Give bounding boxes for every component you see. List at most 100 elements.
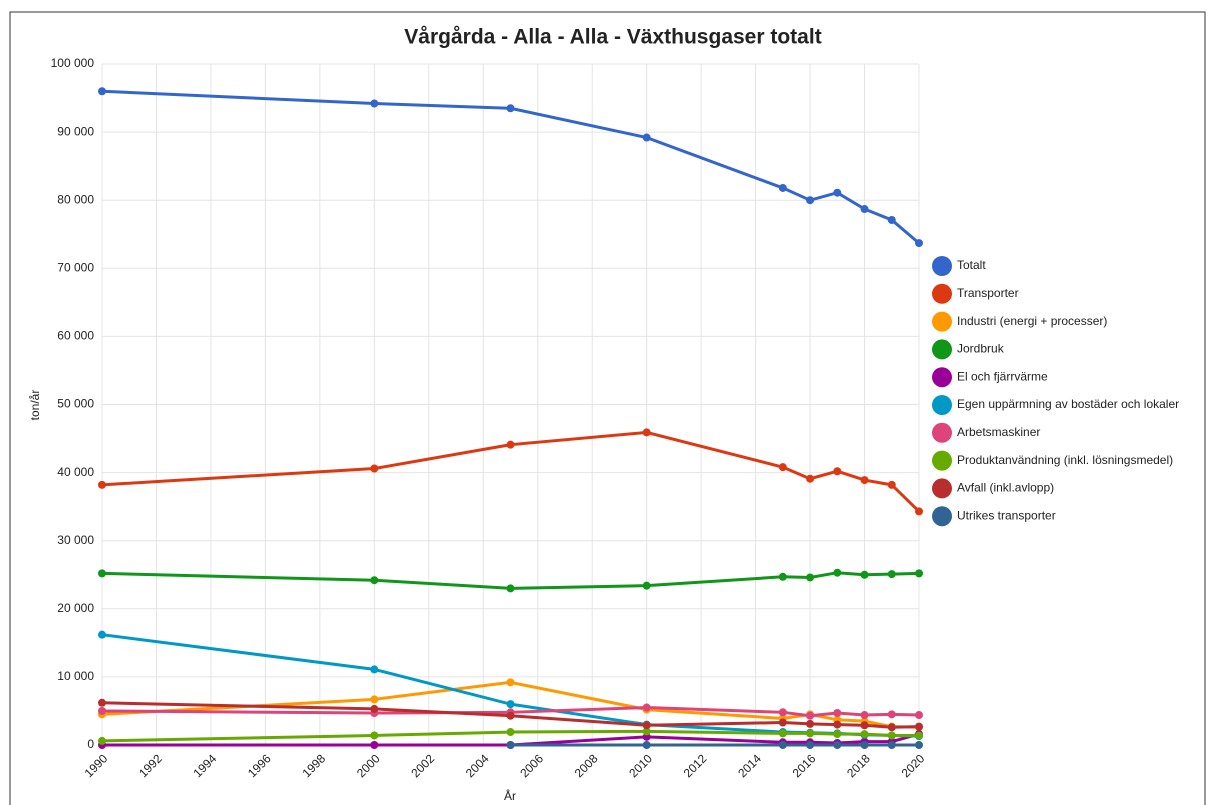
data-point xyxy=(860,570,869,579)
legend-label: Utrikes transporter xyxy=(957,508,1056,522)
data-point xyxy=(915,731,923,740)
x-tick-label: 2006 xyxy=(517,751,546,780)
series-line xyxy=(101,701,920,729)
x-tick-label: 2000 xyxy=(354,751,383,780)
legend-label: Jordbruk xyxy=(957,342,1005,356)
legend-label: Industri (energi + processer) xyxy=(957,314,1107,328)
data-point xyxy=(806,729,815,738)
frame xyxy=(9,11,1206,805)
data-point xyxy=(915,239,923,248)
legend-swatch xyxy=(932,339,952,360)
chart-title: Vårgårda - Alla - Alla - Växthusgaser to… xyxy=(404,26,821,49)
data-point xyxy=(887,723,896,732)
x-tick-label: 2008 xyxy=(572,751,601,780)
data-point xyxy=(98,706,106,715)
data-point xyxy=(506,584,515,593)
data-point xyxy=(778,729,787,738)
data-point xyxy=(860,711,869,720)
data-point xyxy=(98,630,106,639)
legend-swatch xyxy=(932,422,952,443)
data-point xyxy=(370,464,379,473)
data-point xyxy=(98,569,106,578)
data-point xyxy=(833,708,842,717)
y-tick-label: 100 000 xyxy=(51,56,95,70)
data-point xyxy=(370,704,379,713)
x-tick-label: 1994 xyxy=(191,751,220,780)
legend-swatch xyxy=(932,450,952,471)
data-point xyxy=(887,731,896,740)
data-point xyxy=(806,474,815,483)
legend-swatch xyxy=(932,283,952,304)
data-point xyxy=(860,476,869,485)
x-tick-label: 1990 xyxy=(82,751,111,780)
legend-swatch xyxy=(932,395,952,415)
data-point xyxy=(506,678,515,687)
data-point xyxy=(860,721,869,730)
data-point xyxy=(370,99,379,108)
data-point xyxy=(98,736,106,745)
x-axis-label: År xyxy=(504,788,516,803)
x-tick-label: 2016 xyxy=(790,751,819,780)
x-tick-label: 2014 xyxy=(735,751,764,780)
data-point xyxy=(833,720,842,729)
x-tick-label: 1992 xyxy=(136,751,165,780)
legend-swatch xyxy=(932,256,952,276)
data-point xyxy=(806,719,815,728)
data-point xyxy=(860,741,869,749)
x-tick-label: 2004 xyxy=(463,751,492,780)
data-point xyxy=(887,480,896,489)
x-tick-label: 2012 xyxy=(681,751,710,780)
data-point xyxy=(642,428,651,437)
data-point xyxy=(642,133,651,142)
data-point xyxy=(642,721,651,730)
legend-label: Egen uppärmning av bostäder och lokaler xyxy=(957,397,1179,411)
y-tick-label: 40 000 xyxy=(57,465,94,479)
data-point xyxy=(833,730,842,739)
series-line xyxy=(101,729,919,743)
data-point xyxy=(98,87,106,96)
x-tick-label: 1998 xyxy=(299,751,328,780)
legend-swatch xyxy=(932,506,952,527)
x-tick-label: 2010 xyxy=(626,751,655,780)
y-tick-label: 60 000 xyxy=(57,329,94,343)
y-tick-label: 50 000 xyxy=(57,397,94,411)
y-tick-label: 20 000 xyxy=(57,601,94,615)
legend-swatch xyxy=(932,311,952,332)
data-point xyxy=(887,710,896,719)
data-point xyxy=(778,463,787,472)
data-point xyxy=(806,741,815,749)
y-tick-label: 80 000 xyxy=(57,192,94,206)
data-point xyxy=(642,727,651,736)
data-point xyxy=(778,741,787,749)
legend-label: Avfall (inkl.avlopp) xyxy=(957,481,1054,495)
data-point xyxy=(370,576,379,585)
data-point xyxy=(778,572,787,581)
data-point xyxy=(833,741,842,749)
data-point xyxy=(915,507,923,516)
x-tick-label: 2020 xyxy=(899,751,928,780)
data-point xyxy=(778,708,787,717)
data-point xyxy=(833,467,842,476)
data-point xyxy=(506,700,515,709)
data-point xyxy=(506,440,515,449)
series-line xyxy=(102,732,920,747)
x-tick-label: 1996 xyxy=(245,751,274,780)
data-point xyxy=(915,569,923,578)
data-point xyxy=(833,188,842,197)
data-point xyxy=(806,573,815,582)
data-point xyxy=(778,718,787,727)
data-point xyxy=(806,196,815,205)
legend-label: El och fjärrvärme xyxy=(957,369,1048,383)
series-line xyxy=(101,680,920,729)
data-point xyxy=(806,711,815,720)
data-point xyxy=(915,741,923,749)
data-point xyxy=(778,183,787,192)
data-point xyxy=(370,695,379,704)
data-point xyxy=(506,728,515,737)
legend-label: Produktanvändning (inkl. lösningsmedel) xyxy=(957,453,1173,467)
data-point xyxy=(887,741,896,749)
legend-label: Arbetsmaskiner xyxy=(957,425,1040,439)
series-line xyxy=(101,89,920,245)
legend-label: Totalt xyxy=(957,258,986,272)
data-point xyxy=(887,570,896,579)
